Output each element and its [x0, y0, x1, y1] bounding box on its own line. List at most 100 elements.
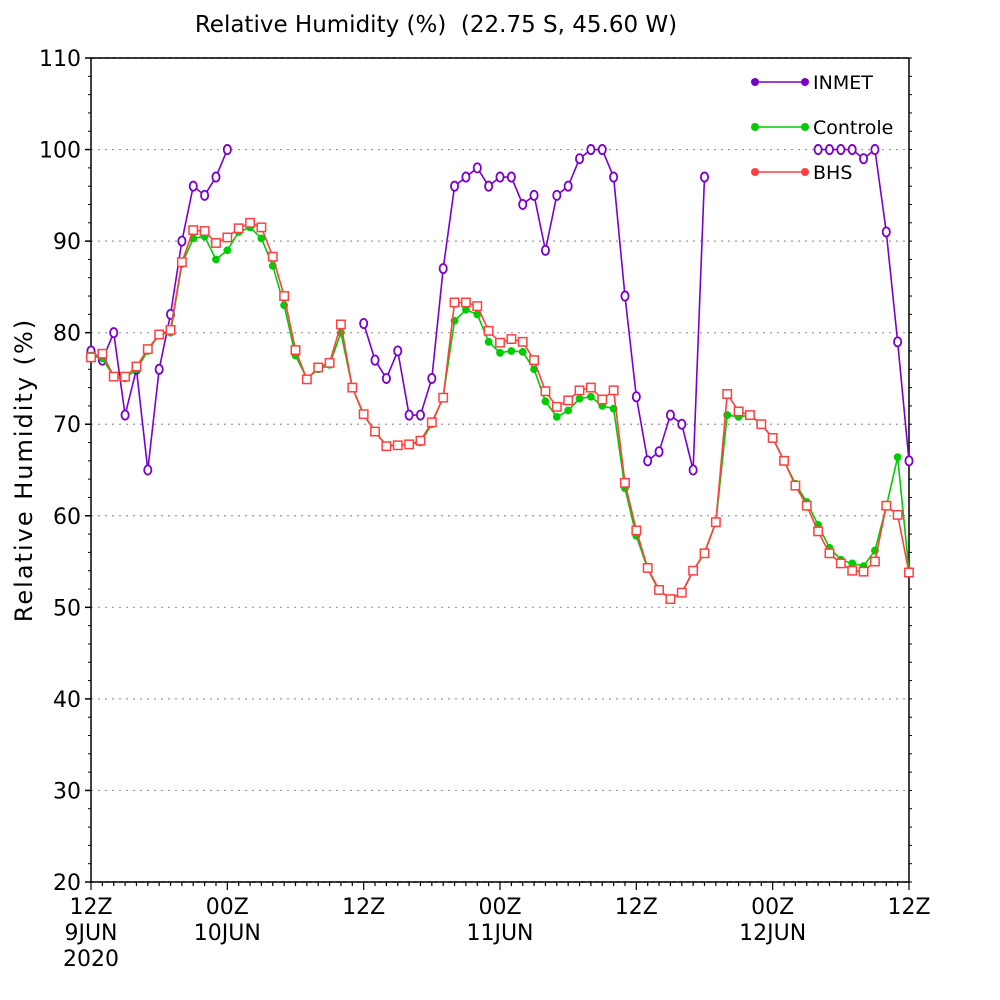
data-point: [461, 171, 471, 183]
data-point: [586, 144, 596, 156]
data-point: [688, 464, 698, 476]
legend-entry-controle: Controle: [751, 117, 893, 139]
y-tick-label: 30: [53, 779, 81, 804]
data-point: [438, 263, 448, 275]
x-tick-label: 12JUN: [739, 921, 806, 946]
data-point: [313, 362, 324, 373]
data-point: [642, 563, 653, 573]
data-point: [450, 180, 460, 192]
x-tick-label: 00Z: [206, 895, 249, 920]
data-point: [563, 180, 573, 192]
data-point: [381, 441, 392, 452]
data-point: [643, 455, 653, 467]
data-point: [223, 246, 232, 255]
data-point: [257, 234, 266, 243]
data-point: [506, 171, 516, 183]
data-point: [688, 565, 699, 576]
data-point: [222, 144, 232, 156]
y-tick-label: 80: [53, 322, 81, 347]
data-point: [529, 355, 540, 366]
data-point: [869, 556, 880, 567]
data-point: [767, 433, 778, 443]
data-point: [574, 385, 585, 396]
data-point: [495, 337, 505, 348]
x-tick-label: 11JUN: [466, 921, 533, 946]
data-point: [518, 347, 527, 356]
y-axis-label: Relative Humidity (%): [10, 318, 38, 622]
data-point: [483, 325, 494, 336]
legend-label: Controle: [813, 117, 893, 139]
data-point: [211, 237, 221, 248]
data-point: [120, 371, 131, 382]
x-tick-label: 12Z: [887, 895, 930, 920]
y-tick-label: 90: [53, 230, 81, 255]
data-point: [654, 584, 665, 595]
data-point: [620, 290, 630, 302]
data-point: [859, 153, 869, 165]
data-point: [472, 162, 482, 174]
legend: INMET Controle BHS: [751, 72, 893, 184]
data-point: [858, 566, 869, 577]
data-point: [188, 225, 199, 236]
data-point: [165, 324, 176, 335]
data-point: [211, 171, 221, 183]
data-point: [200, 189, 210, 201]
data-point: [744, 410, 755, 421]
data-point: [108, 371, 119, 382]
data-point: [892, 509, 903, 520]
data-point: [631, 525, 642, 536]
x-tick-label: 12Z: [342, 895, 385, 920]
data-point: [154, 329, 165, 340]
data-point: [585, 382, 596, 393]
x-tick-label: 00Z: [751, 895, 794, 920]
data-point: [404, 409, 414, 421]
y-tick-label: 70: [53, 413, 81, 438]
data-point: [586, 392, 595, 401]
legend-entry-bhs: BHS: [751, 162, 852, 184]
data-point: [109, 327, 119, 339]
data-point: [404, 439, 415, 450]
data-point: [756, 419, 767, 430]
data-point: [677, 418, 687, 430]
data-point: [267, 251, 278, 262]
data-point: [733, 406, 744, 417]
data-point: [881, 500, 892, 511]
data-point: [120, 409, 130, 421]
data-series: [86, 144, 914, 605]
data-point: [824, 548, 835, 559]
data-point: [893, 336, 903, 348]
data-point: [496, 348, 504, 357]
data-point: [597, 144, 607, 156]
x-tick-label: 00Z: [478, 895, 521, 920]
data-point: [518, 198, 528, 210]
data-point: [710, 517, 721, 528]
data-point: [393, 345, 403, 357]
data-point: [575, 394, 584, 403]
y-tick-label: 50: [53, 596, 81, 621]
data-point: [222, 232, 233, 243]
data-point: [813, 144, 823, 156]
data-point: [290, 345, 301, 356]
legend-marker: [801, 123, 809, 131]
data-point: [824, 144, 834, 156]
data-point: [904, 455, 914, 467]
data-point: [563, 395, 574, 406]
y-tick-label: 60: [53, 505, 81, 530]
data-point: [507, 347, 516, 355]
data-point: [212, 255, 220, 264]
data-point: [540, 386, 551, 397]
data-point: [335, 319, 346, 330]
data-point: [564, 406, 573, 415]
y-tick-label: 100: [39, 139, 81, 164]
axes: 203040506070809010011012Z9JUN202000Z10JU…: [39, 47, 931, 972]
data-point: [97, 348, 108, 359]
data-point: [143, 464, 153, 476]
data-point: [370, 426, 380, 437]
data-point: [177, 235, 187, 247]
data-point: [790, 480, 801, 491]
data-point: [347, 382, 358, 393]
data-point: [176, 257, 187, 268]
data-point: [154, 363, 164, 375]
x-tick-label: 10JUN: [194, 921, 261, 946]
